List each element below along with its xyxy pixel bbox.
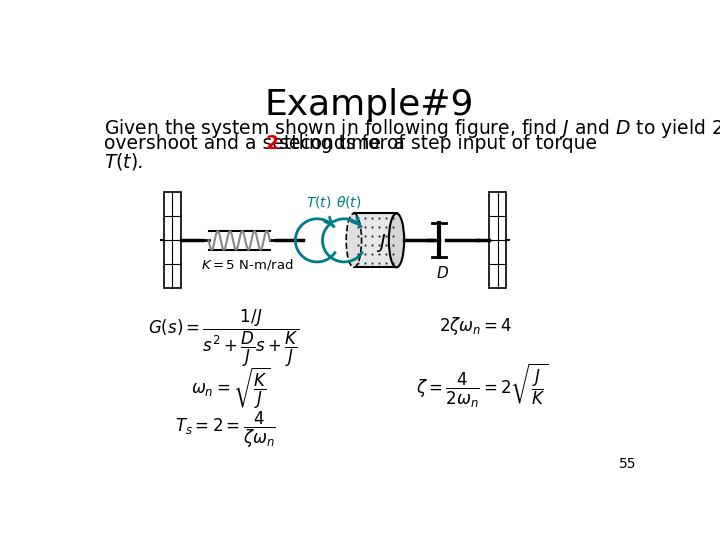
Text: $J$: $J$ bbox=[377, 232, 387, 254]
Text: $K = 5\ \mathrm{N\text{-}m/rad}$: $K = 5\ \mathrm{N\text{-}m/rad}$ bbox=[201, 257, 293, 272]
Bar bbox=[354, 213, 397, 267]
Ellipse shape bbox=[346, 213, 361, 267]
Text: 2: 2 bbox=[265, 134, 278, 153]
Text: $\omega_n = \sqrt{\dfrac{K}{J}}$: $\omega_n = \sqrt{\dfrac{K}{J}}$ bbox=[191, 365, 270, 410]
Text: overshoot and a settling time of: overshoot and a settling time of bbox=[104, 134, 411, 153]
Ellipse shape bbox=[389, 213, 404, 267]
Bar bbox=[490, 192, 506, 288]
Bar bbox=[163, 192, 181, 288]
Text: $T(t)$.: $T(t)$. bbox=[104, 151, 143, 172]
Text: $2\zeta\omega_n = 4$: $2\zeta\omega_n = 4$ bbox=[438, 315, 512, 337]
Text: Example#9: Example#9 bbox=[264, 88, 474, 122]
Text: $\zeta = \dfrac{4}{2\omega_n} = 2\sqrt{\dfrac{J}{K}}$: $\zeta = \dfrac{4}{2\omega_n} = 2\sqrt{\… bbox=[415, 361, 548, 409]
Text: Given the system shown in following figure, find $J$ and $D$ to yield 20%: Given the system shown in following figu… bbox=[104, 117, 720, 140]
Text: $G(s) = \dfrac{1/J}{s^2 + \dfrac{D}{J}s + \dfrac{K}{J}}$: $G(s) = \dfrac{1/J}{s^2 + \dfrac{D}{J}s … bbox=[148, 307, 300, 369]
Text: $D$: $D$ bbox=[436, 265, 449, 281]
Text: $T_s = 2 = \dfrac{4}{\zeta\omega_n}$: $T_s = 2 = \dfrac{4}{\zeta\omega_n}$ bbox=[175, 410, 276, 450]
Text: 55: 55 bbox=[619, 457, 636, 471]
Text: $T(t)$: $T(t)$ bbox=[306, 193, 332, 210]
Text: seconds for a step input of torque: seconds for a step input of torque bbox=[273, 134, 597, 153]
Text: $\theta(t)$: $\theta(t)$ bbox=[336, 193, 362, 210]
